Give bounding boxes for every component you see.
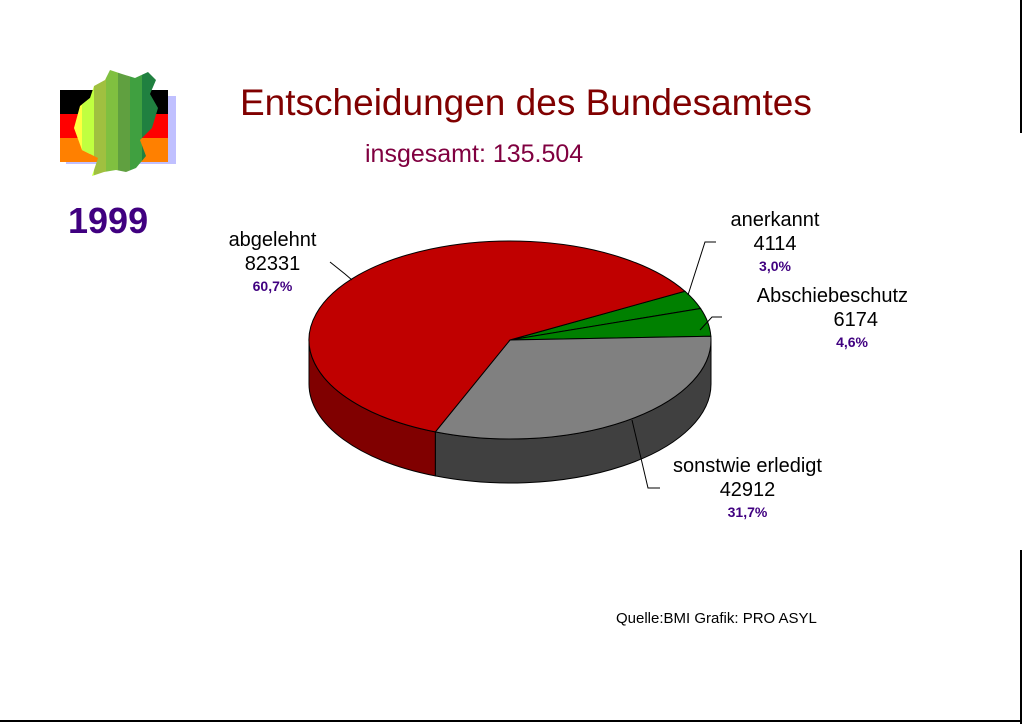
border-line <box>1020 0 1022 133</box>
label-abgelehnt: abgelehnt 82331 60,7% <box>215 228 330 296</box>
slice-percent: 3,0% <box>759 258 791 274</box>
label-sonstwie-erledigt: sonstwie erledigt 42912 31,7% <box>655 454 840 522</box>
label-abschiebeschutz: Abschiebeschutz 6174 4,6% <box>728 284 908 352</box>
slice-label: abgelehnt <box>228 229 317 251</box>
pie-slice-abgelehnt <box>308 240 686 433</box>
slice-value: 4114 <box>753 233 797 255</box>
slice-value: 6174 <box>833 309 879 331</box>
slice-value: 82331 <box>244 253 301 275</box>
chart-subtitle: insgesamt: 135.504 <box>365 140 584 168</box>
slice-label: sonstwie erledigt <box>673 455 822 477</box>
chart-title: Entscheidungen des Bundesamtes <box>240 82 812 123</box>
germany-flag-map-logo <box>60 70 176 176</box>
slice-label: anerkannt <box>730 209 820 231</box>
leader-line <box>699 316 722 331</box>
slice-label: Abschiebeschutz <box>756 285 908 307</box>
leader-line <box>631 419 660 489</box>
source-note: Quelle:BMI Grafik: PRO ASYL <box>616 610 817 627</box>
pie-slice-sonstwie-erledigt <box>434 335 712 440</box>
leader-line <box>329 261 353 281</box>
leader-line <box>687 241 716 296</box>
year-label: 1999 <box>68 200 149 241</box>
slice-percent: 31,7% <box>727 504 768 520</box>
slice-percent: 60,7% <box>252 278 293 294</box>
border-line <box>0 720 1022 722</box>
slice-percent: 4,6% <box>836 334 868 350</box>
slice-value: 42912 <box>719 479 776 501</box>
label-anerkannt: anerkannt 4114 3,0% <box>710 208 840 276</box>
border-line <box>1020 550 1022 724</box>
